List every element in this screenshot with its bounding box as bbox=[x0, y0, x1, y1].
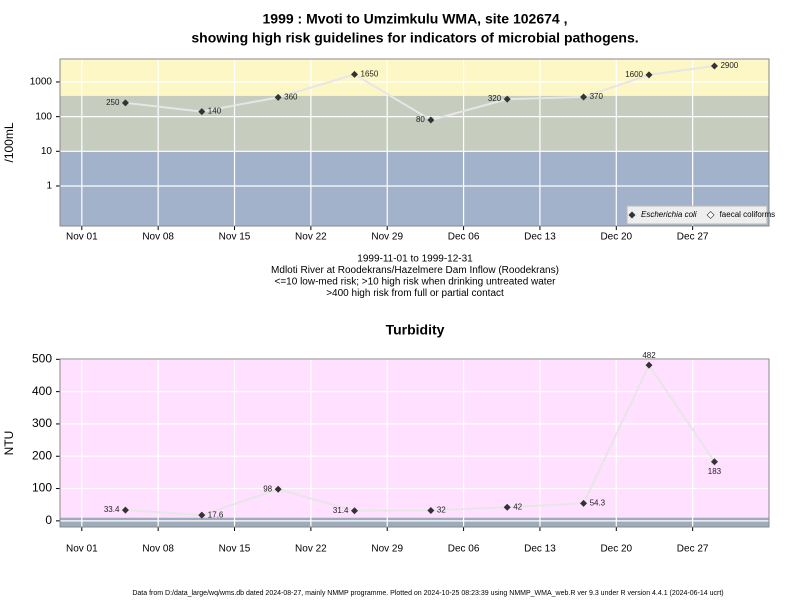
y-tick-label: 1 bbox=[46, 181, 52, 192]
legend-label: faecal coliforms bbox=[720, 210, 776, 219]
risk-band bbox=[60, 359, 769, 518]
y-tick-label: 100 bbox=[35, 111, 52, 122]
y-tick-label: 200 bbox=[32, 448, 52, 462]
x-tick-label: Dec 27 bbox=[677, 544, 709, 555]
data-point bbox=[351, 70, 359, 78]
data-point bbox=[351, 507, 359, 515]
data-label: 2900 bbox=[720, 61, 738, 70]
data-point bbox=[427, 507, 435, 515]
data-point bbox=[274, 93, 282, 101]
data-label: 31.4 bbox=[333, 506, 349, 515]
y-tick-label: 400 bbox=[32, 384, 52, 398]
legend-box bbox=[626, 205, 768, 225]
data-point bbox=[274, 485, 282, 493]
data-point bbox=[710, 458, 718, 466]
data-point bbox=[710, 62, 718, 70]
chart-subtitle: showing high risk guidelines for indicat… bbox=[191, 30, 638, 46]
x-tick-label: Nov 15 bbox=[219, 232, 251, 243]
data-point bbox=[503, 95, 511, 103]
footer: Data from D:/data_large/wq/wms.db dated … bbox=[132, 590, 723, 597]
data-label: 17.6 bbox=[208, 510, 224, 519]
data-label: 32 bbox=[437, 506, 446, 515]
risk-band bbox=[60, 95, 769, 152]
data-label: 54.3 bbox=[590, 498, 606, 507]
x-tick-label: Dec 06 bbox=[448, 544, 480, 555]
x-tick-label: Nov 22 bbox=[295, 232, 327, 243]
chart-title: 1999 : Mvoti to Umzimkulu WMA, site 1026… bbox=[263, 11, 568, 27]
x-tick-label: Nov 01 bbox=[66, 232, 98, 243]
data-point bbox=[121, 99, 129, 107]
x-tick-label: Dec 27 bbox=[677, 232, 709, 243]
data-point bbox=[427, 116, 435, 124]
data-label: 140 bbox=[208, 107, 222, 116]
data-point bbox=[580, 93, 588, 101]
data-label: 370 bbox=[590, 92, 604, 101]
legend: Escherichia coli faecal coliforms bbox=[626, 205, 776, 225]
legend-marker bbox=[628, 211, 636, 219]
caption-note: 1999-11-01 to 1999-12-31 bbox=[357, 254, 473, 265]
data-point bbox=[645, 361, 653, 369]
x-tick-label: Dec 13 bbox=[524, 544, 556, 555]
data-point bbox=[198, 511, 206, 519]
plot-frame bbox=[59, 58, 770, 227]
caption-note: <=10 low-med risk; >10 high risk when dr… bbox=[275, 277, 557, 288]
y-tick-label: 300 bbox=[32, 416, 52, 430]
x-tick-label: Dec 20 bbox=[600, 544, 632, 555]
plot-frame bbox=[59, 358, 770, 528]
chart-title: Turbidity bbox=[386, 322, 445, 338]
y-tick-label: 10 bbox=[41, 146, 53, 157]
data-label: 250 bbox=[106, 98, 120, 107]
data-label: 33.4 bbox=[104, 505, 120, 514]
y-tick-label: 1000 bbox=[30, 77, 53, 88]
x-tick-label: Dec 13 bbox=[524, 232, 556, 243]
caption-note: Mdloti River at Roodekrans/Hazelmere Dam… bbox=[271, 265, 559, 276]
data-label: 320 bbox=[488, 94, 502, 103]
data-label: 482 bbox=[642, 351, 656, 360]
x-tick-label: Nov 08 bbox=[142, 544, 174, 555]
data-label: 80 bbox=[416, 115, 425, 124]
legend-label: Escherichia coli bbox=[641, 210, 697, 219]
x-tick-label: Nov 08 bbox=[142, 232, 174, 243]
x-tick-label: Nov 22 bbox=[295, 544, 327, 555]
x-tick-label: Nov 01 bbox=[66, 544, 98, 555]
y-tick-label: 0 bbox=[45, 513, 52, 527]
data-label: 42 bbox=[513, 502, 522, 511]
y-axis-label: NTU bbox=[2, 431, 16, 456]
x-tick-label: Nov 29 bbox=[371, 232, 403, 243]
data-point bbox=[121, 506, 129, 514]
x-tick-label: Dec 20 bbox=[600, 232, 632, 243]
risk-band bbox=[60, 59, 769, 96]
data-label: 1650 bbox=[361, 70, 379, 79]
data-label: 1600 bbox=[625, 70, 643, 79]
data-point bbox=[503, 503, 511, 511]
legend-marker bbox=[706, 211, 715, 219]
data-point bbox=[198, 108, 206, 116]
caption-note: >400 high risk from full or partial cont… bbox=[326, 288, 504, 299]
data-label: 98 bbox=[263, 484, 272, 493]
x-tick-label: Nov 29 bbox=[371, 544, 403, 555]
data-label: 360 bbox=[284, 92, 298, 101]
data-point bbox=[580, 499, 588, 507]
y-tick-label: 500 bbox=[32, 351, 52, 365]
y-tick-label: 100 bbox=[32, 481, 52, 495]
risk-band bbox=[60, 517, 769, 527]
data-label: 183 bbox=[708, 467, 722, 476]
x-tick-label: Nov 15 bbox=[219, 544, 251, 555]
x-tick-label: Dec 06 bbox=[448, 232, 480, 243]
data-point bbox=[645, 71, 653, 79]
y-axis-label: /100mL bbox=[2, 122, 16, 162]
